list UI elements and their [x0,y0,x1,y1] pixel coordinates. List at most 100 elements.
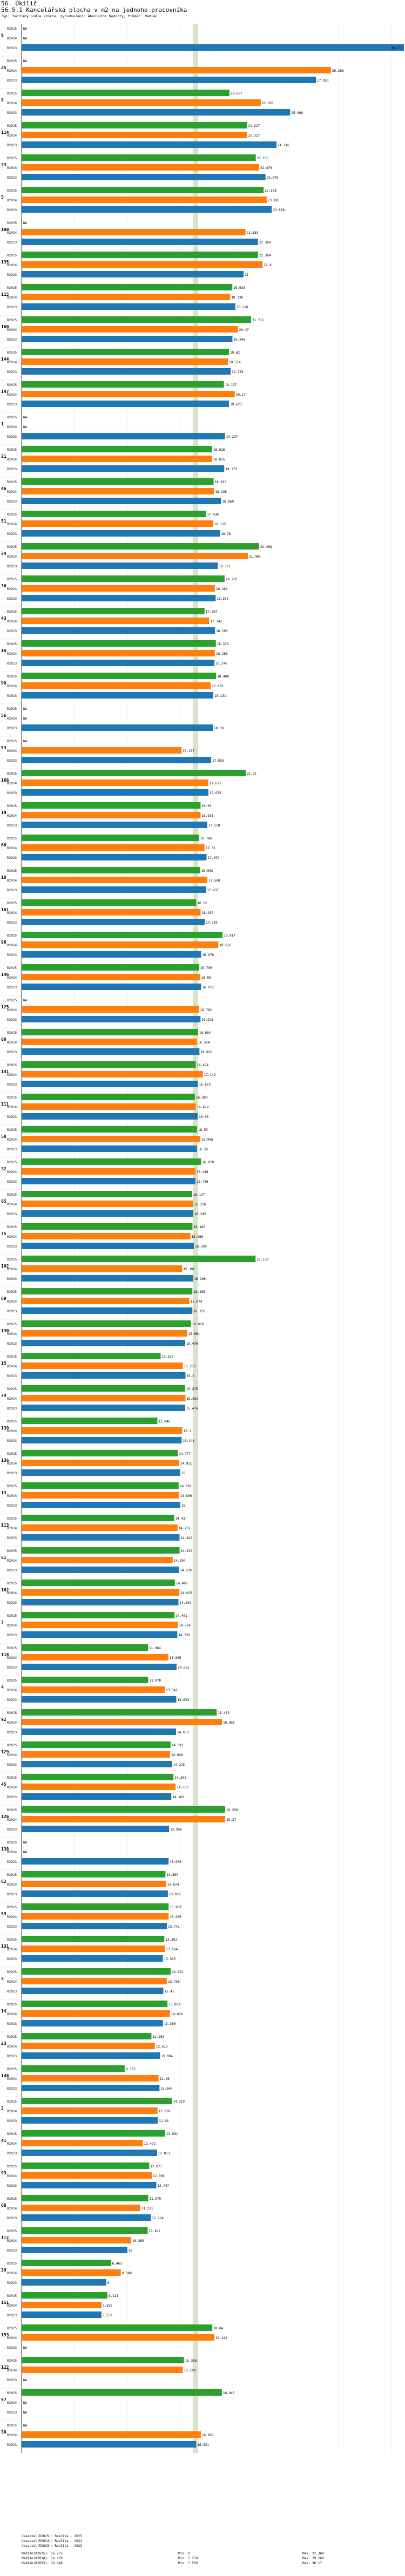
series-label: R2025 [7,513,17,517]
series-label: R2023 [7,1731,17,1734]
value-label: 13.564 [166,1948,178,1951]
series-label: R2025 [7,480,17,484]
value-label: 15 [181,1472,186,1475]
value-label: 12.224 [152,2216,164,2220]
bar-r2024 [22,1816,226,1822]
bar-r2024 [22,941,219,948]
series-label: R2025 [7,1161,17,1164]
group-label: 113 [1,1523,9,1528]
value-label: 21.405 [249,555,261,559]
series-label: R2024 [7,1008,17,1012]
value-label: 14.878 [180,1569,192,1572]
section-title: 56. Úkilič [1,0,37,7]
bar-r2024 [22,1233,191,1239]
group-label: 1 [1,422,4,426]
bar-r2023 [22,1081,198,1087]
value-label: 14.911 [180,1462,192,1466]
series-label: R2025 [7,934,17,938]
series-label: R2023 [7,1115,17,1119]
series-label: R2023 [7,467,17,471]
bar-r2025 [22,802,201,809]
bar-r2025 [22,2195,148,2201]
value-label: 12.96 [160,2077,170,2081]
value-label: 20.17 [236,393,246,397]
bar-r2024 [22,2043,155,2049]
series-label: R2023 [7,1180,17,1184]
series-label: R2024 [7,490,17,494]
value-label: 19.237 [226,435,238,439]
series-label: R2025 [7,1776,17,1780]
bar-r2023 [22,1145,197,1152]
bar-r2024 [22,844,205,851]
value-label: 14.942 [180,1536,192,1540]
bar-r2024 [22,196,267,203]
bar-r2025 [22,284,233,290]
series-label: R2023 [7,856,17,860]
group-label: 80 [1,1037,6,1042]
bar-r2025 [22,381,224,388]
bar-r2024 [22,1395,186,1401]
series-label: R2025 [7,1031,17,1035]
bar-r2024 [22,1557,173,1563]
legend-median-2024: Medián(R2024): 16.179 [22,2557,63,2560]
bar-r2024 [22,67,331,73]
value-label: 7.559 [103,2304,112,2308]
series-label: R2025 [7,1549,17,1553]
bar-r2025 [22,640,216,647]
bar-r2025 [22,1644,148,1651]
value-label: 18.163 [215,480,227,484]
value-label: 12.846 [158,1420,170,1423]
group-label: 161 [1,907,9,912]
value-label: 19.946 [233,338,245,342]
value-label: 14.842 [180,1601,192,1605]
value-label: 19.736 [231,296,243,300]
legend-median-2025: Medián(R2025): 16.275 [22,2552,63,2555]
series-label: R2025 [7,2262,17,2266]
series-label: R2023 [7,1925,17,1929]
series-label: R2024 [7,296,17,300]
group-label: 135 [1,260,9,265]
series-label: R2024 [7,1170,17,1174]
bar-r2025 [22,2260,111,2266]
series-label: R2025 [7,869,17,873]
value-label: 18.293 [216,629,228,633]
group-label: 111 [1,1102,9,1107]
series-label: R2024 [7,2142,17,2146]
group-label: 51 [1,519,6,524]
series-label: R2025 [7,1258,17,1262]
series-label: R2024 [7,1850,17,1854]
bar-r2025 [22,1256,256,1262]
series-label: R2025 [7,1128,17,1132]
bar-r2023 [22,1113,198,1120]
series-label: R2024 [7,620,17,623]
group-label: 118 [1,1652,9,1657]
value-label: 11.978 [149,1679,161,1683]
bar-r2025 [22,2227,148,2234]
bar-r2025 [22,478,214,485]
series-label: R2025 [7,1646,17,1650]
series-label: R2025 [7,1873,17,1877]
median-band [192,24,198,2453]
value-label: 16.236 [194,1203,206,1206]
value-label: 22.364 [259,241,271,245]
bar-r2025 [22,1320,191,1327]
group-label: 9 [1,33,4,38]
series-label: R2025 [7,1387,17,1391]
bar-r2025 [22,1158,201,1165]
series-label: R2025 [7,610,17,614]
bar-r2025 [22,1677,148,1683]
value-label: 16.906 [201,1138,213,1142]
bar-r2023 [22,465,225,472]
value-label: 13.094 [161,2055,173,2058]
bar-r2024 [22,294,231,300]
value-label: 25.408 [291,111,303,115]
bar-r2025 [22,1353,161,1359]
value-label: 16.902 [201,869,213,873]
value-label: 13.906 [170,1860,181,1864]
value-label: 18.76 [221,532,231,536]
value-label: 12.071 [150,2165,162,2168]
series-label: R2024 [7,1429,17,1433]
value-label: 12.859 [159,2110,171,2113]
value-label: 16.59 [198,1128,208,1132]
series-label: R2024 [7,458,17,462]
